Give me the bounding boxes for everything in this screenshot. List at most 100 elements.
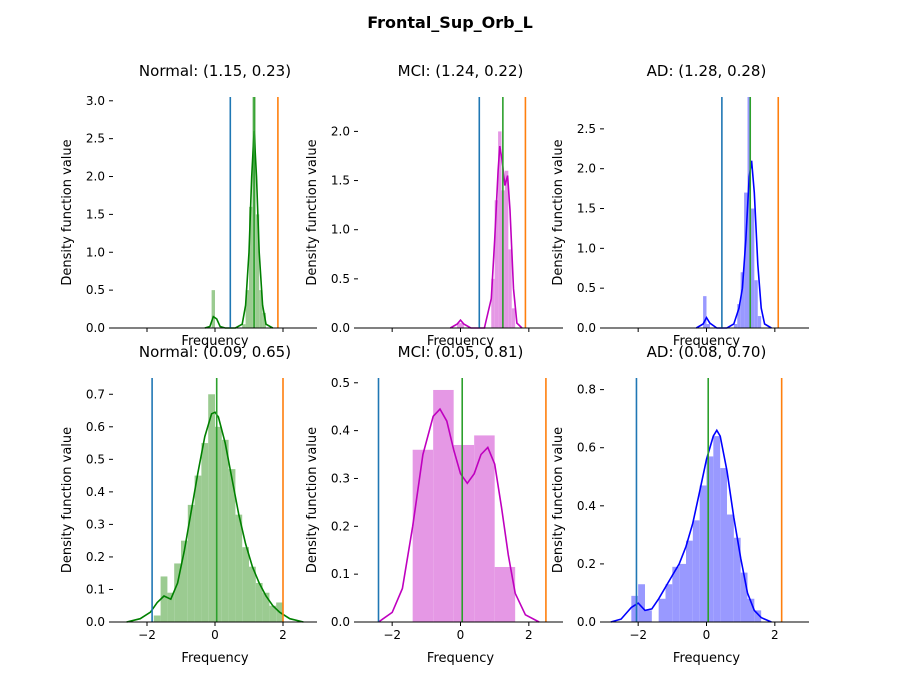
subplot-4: Normal: (0.09, 0.65) 0.0 0.1 0.2 0.3 0.4 0.5 0.…: [60, 343, 317, 666]
x-axis-label: Frequency: [673, 651, 740, 666]
histogram-bar: [665, 584, 673, 622]
histogram-bar: [160, 576, 168, 622]
y-tick-label: 1.5: [86, 207, 105, 221]
subplot-5: MCI: (0.05, 0.81) 0.0 0.1 0.2 0.3 0.4 0.5 −2 0 2 F…: [305, 343, 563, 666]
x-tick-label: −2: [138, 628, 156, 642]
y-tick-label: 0.8: [577, 383, 596, 397]
histogram-bar: [453, 444, 475, 622]
x-tick-label: 2: [279, 628, 287, 642]
y-tick-label: 0.4: [577, 499, 596, 513]
y-tick-label: 0.7: [86, 387, 105, 401]
histogram-bar: [187, 504, 195, 622]
histogram-bar: [504, 170, 509, 328]
y-axis-label: Density function value: [60, 427, 75, 573]
histogram-bar: [733, 537, 741, 622]
y-tick-label: 0.0: [331, 321, 350, 335]
y-tick-label: 0.0: [331, 615, 350, 629]
y-tick-label: 0.5: [331, 272, 350, 286]
histogram-bar: [706, 324, 710, 328]
y-tick-label: 1.5: [577, 202, 596, 216]
y-tick-label: 0.2: [577, 557, 596, 571]
y-tick-label: 2.0: [331, 124, 350, 138]
subplot-title: Normal: (0.09, 0.65): [139, 343, 291, 361]
kde-curve: [378, 407, 540, 623]
histogram-bar: [713, 436, 721, 622]
y-axis-label: Density function value: [305, 139, 320, 285]
y-tick-label: 0.0: [86, 615, 105, 629]
y-tick-label: 3.0: [86, 94, 105, 108]
histogram-bar: [259, 290, 263, 328]
histogram-bar: [511, 308, 516, 328]
histogram-bar: [269, 605, 277, 622]
y-tick-label: 2.0: [86, 170, 105, 184]
histogram-bar: [249, 566, 256, 622]
histogram-bar: [744, 192, 748, 328]
kde-curve: [126, 411, 304, 623]
x-axis-label: Frequency: [181, 651, 248, 666]
histogram-bar: [672, 566, 680, 622]
histogram-bar: [474, 435, 495, 622]
y-tick-label: 0.5: [86, 452, 105, 466]
subplot-title: AD: (1.28, 0.28): [647, 62, 767, 80]
y-tick-label: 1.0: [86, 245, 105, 259]
subplot-6: AD: (0.08, 0.70) 0.0 0.2 0.4 0.6 0.8 −2 0 2 Frequ…: [551, 343, 809, 666]
y-tick-label: 0.1: [331, 567, 350, 581]
figure-title: Frontal_Sup_Orb_L: [367, 13, 533, 32]
histogram-bar: [754, 610, 762, 622]
kde-curve: [695, 160, 772, 329]
histogram-bar: [221, 439, 229, 622]
histogram-bar: [491, 278, 495, 328]
histogram-bar: [699, 485, 707, 622]
histogram-bar: [686, 540, 693, 622]
x-axis-label: Frequency: [427, 334, 494, 349]
subplot-title: MCI: (1.24, 0.22): [398, 62, 524, 80]
histogram-bar: [747, 598, 755, 622]
histogram-bar: [457, 323, 461, 328]
subplot-title: Normal: (1.15, 0.23): [139, 62, 291, 80]
y-axis-label: Density function value: [551, 139, 566, 285]
histogram-bar: [153, 615, 161, 622]
subplot-title: AD: (0.08, 0.70): [647, 343, 767, 361]
histogram-bar: [433, 389, 454, 622]
y-tick-label: 0.2: [331, 519, 350, 533]
kde-curve: [204, 131, 274, 329]
y-axis-label: Density function value: [305, 427, 320, 573]
histogram-bar: [679, 563, 686, 622]
y-axis-label: Density function value: [551, 427, 566, 573]
histogram-bar: [181, 540, 188, 622]
y-tick-label: 0.6: [577, 441, 596, 455]
histogram-bar: [494, 200, 499, 328]
y-tick-label: 0.0: [577, 615, 596, 629]
histogram-bar: [460, 323, 464, 328]
histogram-bar: [242, 547, 249, 622]
x-axis-label: Frequency: [673, 334, 740, 349]
histogram-bar: [658, 598, 666, 622]
histogram-bar: [754, 280, 758, 328]
histogram-bar: [645, 610, 652, 622]
histogram-bar: [208, 394, 215, 622]
x-axis-label: Frequency: [181, 334, 248, 349]
histogram-bar: [757, 316, 762, 328]
histogram-bar: [255, 214, 260, 328]
y-tick-label: 0.2: [86, 550, 105, 564]
x-tick-label: −2: [383, 628, 401, 642]
subplot-2: MCI: (1.24, 0.22) 0.0 0.5 1.0 1.5 2.0 Frequenc…: [305, 62, 563, 349]
y-tick-label: 1.0: [331, 223, 350, 237]
histogram-bar: [228, 469, 236, 622]
subplot-grid: Normal: (1.15, 0.23) 0.0 0.5 1.0 1.5 2.0 2.5 3.…: [60, 62, 809, 666]
histogram-bar: [638, 584, 645, 622]
histogram-bar: [706, 456, 714, 622]
histogram-bar: [194, 475, 202, 622]
kde-curve: [610, 428, 772, 623]
y-tick-label: 0.1: [86, 582, 105, 596]
histogram-bar: [262, 592, 270, 622]
y-tick-label: 1.0: [577, 241, 596, 255]
y-tick-label: 0.3: [331, 471, 350, 485]
y-tick-label: 2.5: [577, 122, 596, 136]
y-axis-label: Density function value: [60, 139, 75, 285]
histogram-bar: [262, 312, 266, 328]
histogram-bar: [255, 582, 263, 622]
histogram-bar: [211, 290, 215, 328]
subplot-title: MCI: (0.05, 0.81): [398, 343, 524, 361]
histogram-bar: [747, 97, 751, 328]
